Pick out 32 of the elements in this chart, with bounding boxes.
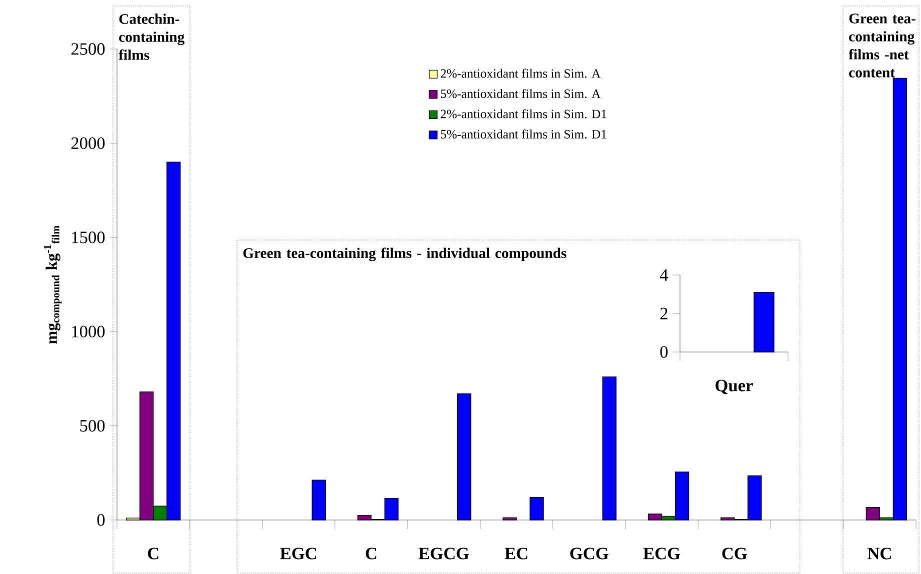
x-tick-label: ECG [643, 548, 680, 560]
legend-label: 2%-antioxidant films in Sim. A [440, 68, 601, 78]
bar [502, 517, 517, 520]
y-tick-label: 0 [660, 346, 668, 358]
x-tick-label: GCG [570, 548, 608, 560]
x-tick-label: EGC [280, 548, 316, 560]
y-tick-label: 1500 [72, 232, 105, 244]
x-tick-label: C [148, 548, 158, 560]
y-tick-label: 1000 [72, 326, 105, 338]
bar [312, 480, 326, 520]
x-tick-label: EGCG [418, 548, 469, 560]
annotation: Green tea-containing films -net content [848, 14, 916, 78]
x-tick-label: CG [722, 548, 747, 560]
y-tick-label: 4 [660, 269, 668, 281]
bar [602, 376, 616, 520]
text: mg$_{compound}$ kg$^{-1}$film [44, 226, 62, 344]
y-tick-label: 0 [97, 514, 105, 526]
x-tick-label: Quer [716, 380, 753, 394]
y-tick-label: 2500 [71, 43, 105, 55]
annotation: Green tea-containing films - individual compounds [243, 248, 566, 262]
bar [457, 393, 472, 520]
y-tick-label: 2000 [71, 137, 105, 150]
bar [530, 497, 544, 520]
y-tick-label: 2 [660, 308, 668, 320]
legend-label: 2%-antioxidant films in Sim. D1 [440, 109, 606, 118]
annotation: Catechin-containing films [118, 14, 184, 60]
legend-label: 5%-antioxidant films in Sim. D1 [440, 129, 606, 139]
x-tick-label: EC [504, 548, 528, 560]
y-tick-label: 500 [80, 420, 105, 432]
x-tick-label: C [366, 548, 376, 560]
legend-label: 5%-antioxidant films in Sim. A [440, 88, 601, 98]
x-tick-label: NC [868, 548, 891, 560]
